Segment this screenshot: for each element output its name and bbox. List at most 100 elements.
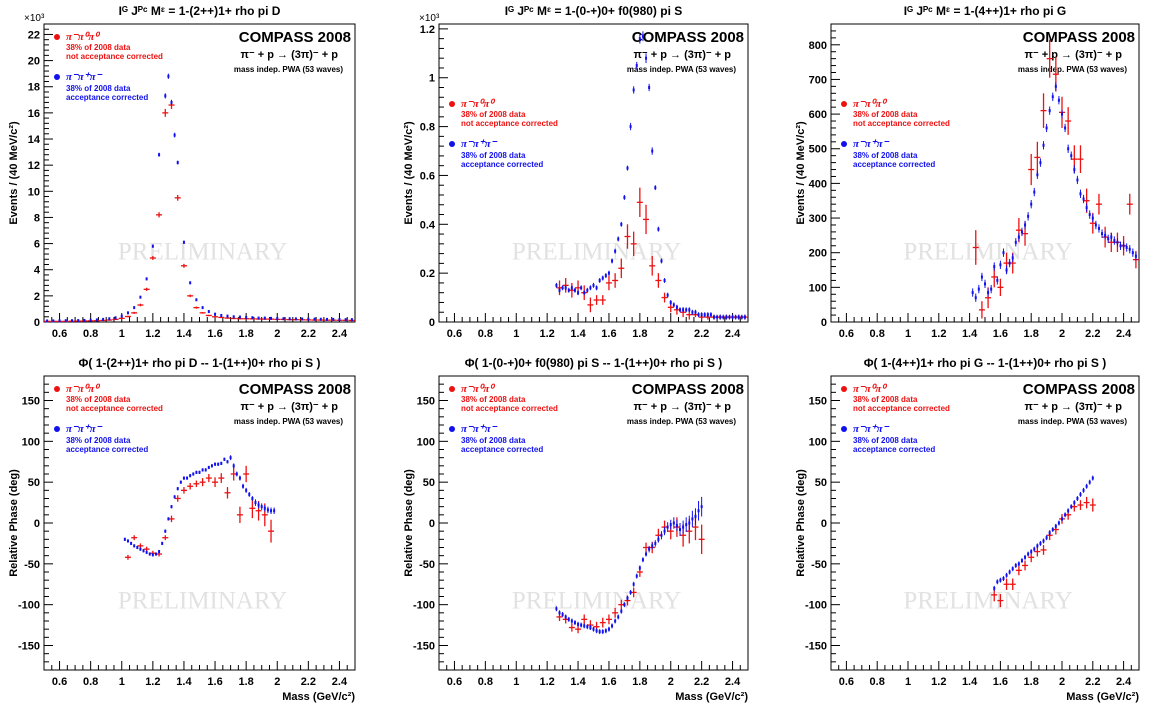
legend-text-red-2: not acceptance corrected [66, 52, 163, 61]
legend-symbol-blue: π⁻π⁺π⁻ [461, 138, 498, 150]
data-point [580, 285, 583, 291]
marker [626, 166, 629, 170]
marker [672, 521, 675, 525]
marker [595, 286, 598, 290]
data-point [1017, 232, 1020, 242]
data-point [607, 270, 610, 276]
data-point [270, 316, 273, 320]
data-point [236, 506, 243, 523]
legend-marker-red [449, 386, 455, 392]
marker [669, 523, 672, 527]
y-tick-label: 0 [821, 317, 827, 329]
experiment-label: COMPASS 2008 [239, 381, 351, 398]
x-tick-label: 2.2 [694, 676, 709, 688]
data-point [1039, 158, 1042, 167]
marker [294, 317, 297, 321]
marker [1051, 95, 1054, 99]
data-point [993, 585, 996, 591]
marker [288, 317, 291, 321]
marker [651, 544, 654, 548]
data-point [618, 599, 625, 610]
marker [1005, 573, 1008, 577]
marker [89, 318, 92, 322]
data-point [1054, 82, 1057, 91]
data-point [288, 317, 291, 321]
data-point [1079, 189, 1082, 198]
y-tick-label: 12 [28, 160, 40, 172]
marker [632, 88, 635, 92]
data-point [624, 224, 631, 249]
data-point [1128, 245, 1131, 254]
marker [1020, 230, 1023, 234]
marker [1061, 112, 1063, 116]
data-point [257, 316, 260, 320]
data-point [313, 317, 316, 321]
marker [663, 278, 666, 282]
data-point [217, 462, 220, 466]
marker [270, 316, 273, 320]
data-point [685, 517, 688, 532]
marker [1036, 544, 1039, 548]
legend-marker-blue [841, 141, 847, 147]
y-tick-label: -150 [413, 641, 435, 653]
series-blue [123, 455, 276, 557]
data-point [706, 312, 709, 318]
data-point [604, 273, 607, 279]
data-point [617, 236, 620, 242]
series-blue [46, 73, 353, 323]
data-point [1116, 238, 1119, 247]
marker [1057, 521, 1060, 525]
legend-symbol-red: π⁻π⁰π⁰ [853, 98, 888, 110]
marker [1045, 126, 1048, 130]
marker [273, 509, 276, 513]
y-tick-label: 50 [28, 477, 40, 489]
y-tick-label: 0 [429, 518, 435, 530]
data-point [586, 287, 589, 293]
marker [564, 286, 567, 290]
marker [176, 161, 179, 165]
x-axis-label: Mass (GeV/c²) [1066, 691, 1139, 703]
data-point [124, 315, 131, 318]
data-point [1089, 498, 1096, 512]
marker [214, 462, 217, 466]
y-tick-label: 600 [809, 109, 827, 121]
data-point [1002, 576, 1005, 581]
data-point [1064, 123, 1067, 133]
data-point [1039, 540, 1042, 546]
data-point [564, 285, 567, 291]
data-point [648, 545, 651, 553]
data-point [118, 317, 125, 319]
x-tick-label: 0.6 [839, 676, 854, 688]
legend-text-blue-2: acceptance corrected [461, 160, 543, 169]
marker [276, 316, 279, 320]
y-tick-label: 16 [28, 108, 40, 120]
marker [641, 34, 644, 38]
marker [592, 627, 595, 631]
pwa-label: mass indep. PWA (53 waves) [1018, 65, 1127, 74]
marker [635, 574, 638, 578]
marker [1088, 480, 1091, 484]
marker [52, 319, 55, 323]
marker [70, 319, 73, 323]
y-tick-label: 10 [28, 186, 40, 198]
marker [232, 315, 235, 319]
marker [1064, 126, 1067, 130]
data-point [180, 263, 187, 268]
y-tick-label: -100 [805, 600, 827, 612]
axis-multiplier: ×10³ [24, 13, 45, 24]
data-point [108, 317, 111, 321]
marker [1002, 577, 1005, 581]
data-point [1048, 106, 1051, 115]
x-tick-label: 0.8 [478, 328, 493, 340]
data-point [660, 531, 663, 540]
marker [645, 56, 648, 60]
data-point [703, 312, 706, 318]
y-tick-label: 14 [28, 134, 41, 146]
data-point [162, 108, 169, 117]
marker [601, 630, 604, 634]
marker [1011, 567, 1014, 571]
data-point [1131, 248, 1134, 257]
marker [1107, 237, 1110, 241]
